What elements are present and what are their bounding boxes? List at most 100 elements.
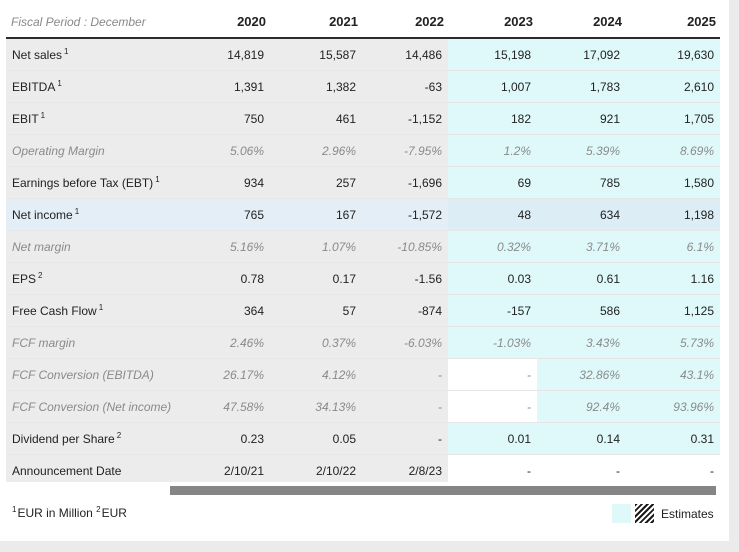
- table-cell: 14,486: [362, 38, 448, 71]
- footnote-marker: 1: [155, 174, 160, 184]
- year-header-2021[interactable]: 2021: [270, 6, 362, 39]
- financials-table: Fiscal Period : December 2020 2021 2022 …: [6, 6, 720, 487]
- table-row: EPS 2 0.78 0.17 -1.56 0.03 0.61 1.16: [6, 262, 720, 295]
- table-row: Dividend per Share 2 0.23 0.05-0.01 0.14 0.31: [6, 422, 720, 455]
- row-label-text: Net income: [12, 207, 73, 222]
- row-label-text: EBITDA: [12, 79, 56, 94]
- row-label-text: EBIT: [12, 111, 39, 126]
- table-cell: -1,696: [362, 166, 448, 199]
- row-label-text: Net sales: [12, 47, 63, 62]
- row-label-text: FCF margin: [12, 335, 76, 350]
- row-label: Dividend per Share 2: [6, 422, 206, 455]
- table-cell: 586: [537, 294, 626, 327]
- table-cell: 921: [537, 102, 626, 135]
- estimate-color-swatch: [612, 504, 631, 523]
- table-row: Announcement Date 2/10/21 2/10/22 2/8/23- - -: [6, 454, 720, 487]
- table-cell: 1,391: [206, 70, 270, 103]
- table-cell: 48: [448, 198, 537, 231]
- table-row: EBITDA 1 1,391 1,382 -63 1,007 1,783 2,610: [6, 70, 720, 103]
- year-header-2023[interactable]: 2023: [448, 6, 537, 39]
- table-cell: 167: [270, 198, 362, 231]
- table-cell: 934: [206, 166, 270, 199]
- footnote-marker: 1: [74, 206, 80, 216]
- table-row: EBIT 1 750 461 -1,152 182 921 1,705: [6, 102, 720, 135]
- horizontal-scrollbar[interactable]: [6, 482, 720, 496]
- table-cell: 1,198: [626, 198, 720, 231]
- row-label-text: EPS: [12, 271, 37, 286]
- footnote-marker: 1: [57, 78, 62, 88]
- scrollbar-thumb[interactable]: [170, 486, 716, 495]
- table-cell: 19,630: [626, 38, 720, 71]
- estimates-legend-label: Estimates: [661, 507, 714, 521]
- table-cell: 1.07%: [270, 230, 362, 263]
- table-cell: 0.14: [537, 422, 626, 455]
- table-cell: 2,610: [626, 70, 720, 103]
- header-row: Fiscal Period : December 2020 2021 2022 …: [6, 6, 720, 39]
- table-cell: 750: [206, 102, 270, 135]
- row-label: Net margin: [6, 230, 206, 263]
- row-label-text: FCF Conversion (EBITDA): [12, 367, 154, 382]
- table-row: Earnings before Tax (EBT) 1 934 257 -1,696 69…: [6, 166, 720, 199]
- units-footnote: 1EUR in Million 2EUR: [12, 505, 127, 521]
- table-cell: 15,198: [448, 38, 537, 71]
- table-cell: -1,572: [362, 198, 448, 231]
- row-label: Operating Margin: [6, 134, 206, 167]
- table-cell: 0.32%: [448, 230, 537, 263]
- table-row: FCF Conversion (EBITDA) 26.17% 4.12% - -32.8…: [6, 358, 720, 391]
- table-row: Net sales 1 14,819 15,587 14,486 15,198 17,092…: [6, 38, 720, 71]
- footnote-marker: 1: [12, 505, 17, 514]
- footnote-marker: 2: [96, 505, 101, 514]
- table-cell: 34.13%: [270, 390, 362, 423]
- year-header-2024[interactable]: 2024: [537, 6, 626, 39]
- table-cell: 57: [270, 294, 362, 327]
- table-cell: 6.1%: [626, 230, 720, 263]
- year-header-2022[interactable]: 2022: [362, 6, 448, 39]
- table-row: Free Cash Flow 1 364 57 -874 -157 586 1,125: [6, 294, 720, 327]
- year-header-2025[interactable]: 2025: [626, 6, 720, 39]
- table-cell: -1.03%: [448, 326, 537, 359]
- table-row: Operating Margin 5.06% 2.96% -7.95% 1.2% 5.39…: [6, 134, 720, 167]
- row-label-text: Net margin: [12, 239, 71, 254]
- table-cell: 785: [537, 166, 626, 199]
- table-cell: 4.12%: [270, 358, 362, 391]
- year-header-2020[interactable]: 2020: [206, 6, 270, 39]
- table-row: Net income 1 765 167 -1,572 48 634 1,198: [6, 198, 720, 231]
- row-label: EBIT 1: [6, 102, 206, 135]
- footnote-text: EUR: [101, 506, 127, 520]
- table-row: FCF Conversion (Net income) 47.58% 34.13% -…: [6, 390, 720, 423]
- table-cell: 1,580: [626, 166, 720, 199]
- table-cell: 1,783: [537, 70, 626, 103]
- table-cell: 1,705: [626, 102, 720, 135]
- table-cell: 5.06%: [206, 134, 270, 167]
- footnote-marker: 1: [64, 46, 69, 56]
- table-cell: 69: [448, 166, 537, 199]
- table-cell: 2.46%: [206, 326, 270, 359]
- table-cell: -: [448, 358, 537, 391]
- table-cell: 1,382: [270, 70, 362, 103]
- row-label-text: FCF Conversion (Net income): [12, 399, 172, 414]
- row-label: FCF margin: [6, 326, 206, 359]
- table-cell: 634: [537, 198, 626, 231]
- table-cell: 8.69%: [626, 134, 720, 167]
- table-cell: 257: [270, 166, 362, 199]
- table-cell: -63: [362, 70, 448, 103]
- table-cell: 47.58%: [206, 390, 270, 423]
- table-cell: -157: [448, 294, 537, 327]
- table-cell: 0.05: [270, 422, 362, 455]
- table-cell: 43.1%: [626, 358, 720, 391]
- table-cell: 32.86%: [537, 358, 626, 391]
- row-label-text: Earnings before Tax (EBT): [12, 175, 154, 190]
- table-cell: 461: [270, 102, 362, 135]
- row-label-text: Free Cash Flow: [12, 303, 97, 318]
- table-cell: -1,152: [362, 102, 448, 135]
- row-label: Net income 1: [6, 198, 206, 231]
- row-label-text: Operating Margin: [12, 143, 105, 158]
- table-cell: 3.71%: [537, 230, 626, 263]
- table-cell: 1,007: [448, 70, 537, 103]
- table-cell: 5.39%: [537, 134, 626, 167]
- table-cell: 2.96%: [270, 134, 362, 167]
- table-cell: 15,587: [270, 38, 362, 71]
- table-cell: 0.31: [626, 422, 720, 455]
- table-cell: 0.37%: [270, 326, 362, 359]
- table-cell: 14,819: [206, 38, 270, 71]
